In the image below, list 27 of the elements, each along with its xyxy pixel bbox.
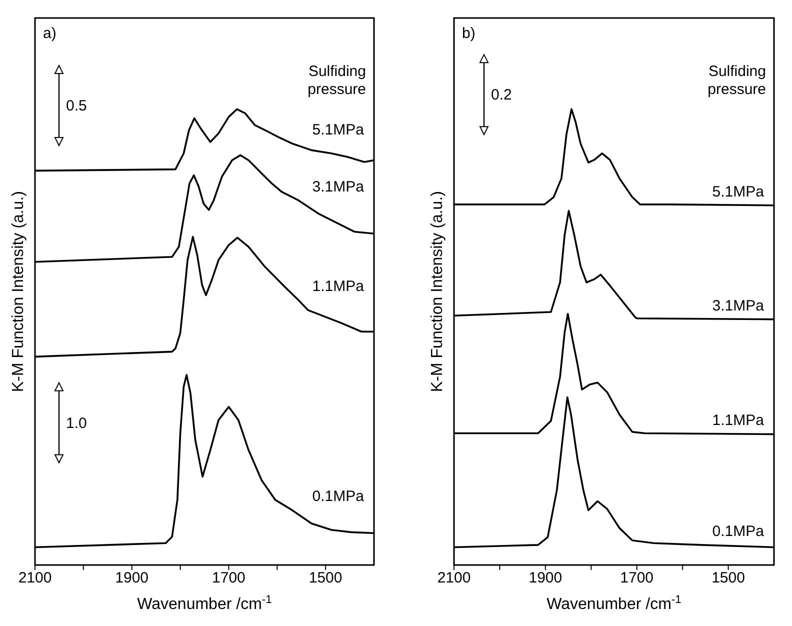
text: a) xyxy=(43,25,56,42)
series-label: 0.1MPa xyxy=(712,522,765,540)
x-tick-label: 1700 xyxy=(620,570,654,587)
text: Sulfiding pressure xyxy=(308,63,366,98)
series-label: 3.1MPa xyxy=(312,178,365,196)
series-label: 5.1MPa xyxy=(312,121,365,138)
series-label: 5.1MPa xyxy=(712,183,765,200)
text: Sulfiding pressure xyxy=(708,63,766,98)
x-axis-title: Wavenumber /cm$^{-1}$ xyxy=(546,594,682,613)
x-tick-label: 2100 xyxy=(18,570,52,587)
series-label: 3.1MPa xyxy=(712,297,765,314)
y-axis-title: K-M Function Intensity (a.u.) xyxy=(10,191,27,392)
series-label: 1.1MPa xyxy=(712,412,765,430)
y-axis-title: K-M Function Intensity (a.u.) xyxy=(429,191,446,392)
x-tick-label: 2100 xyxy=(437,570,471,587)
series-label: 0.1MPa xyxy=(312,488,365,505)
x-tick-label: 1500 xyxy=(308,570,342,587)
text: b) xyxy=(462,25,476,42)
x-tick-label: 1500 xyxy=(712,570,745,587)
x-axis-title: Wavenumber /cm$^{-1}$ xyxy=(137,594,272,613)
series-label: 1.1MPa xyxy=(312,278,365,296)
annotation: 0.5 xyxy=(66,98,87,115)
x-tick-label: 1700 xyxy=(212,570,246,587)
annotation: 1.0 xyxy=(66,414,87,432)
x-tick-label: 1900 xyxy=(115,570,149,587)
text: 0.2 xyxy=(491,86,512,104)
x-tick-label: 1900 xyxy=(528,570,562,587)
